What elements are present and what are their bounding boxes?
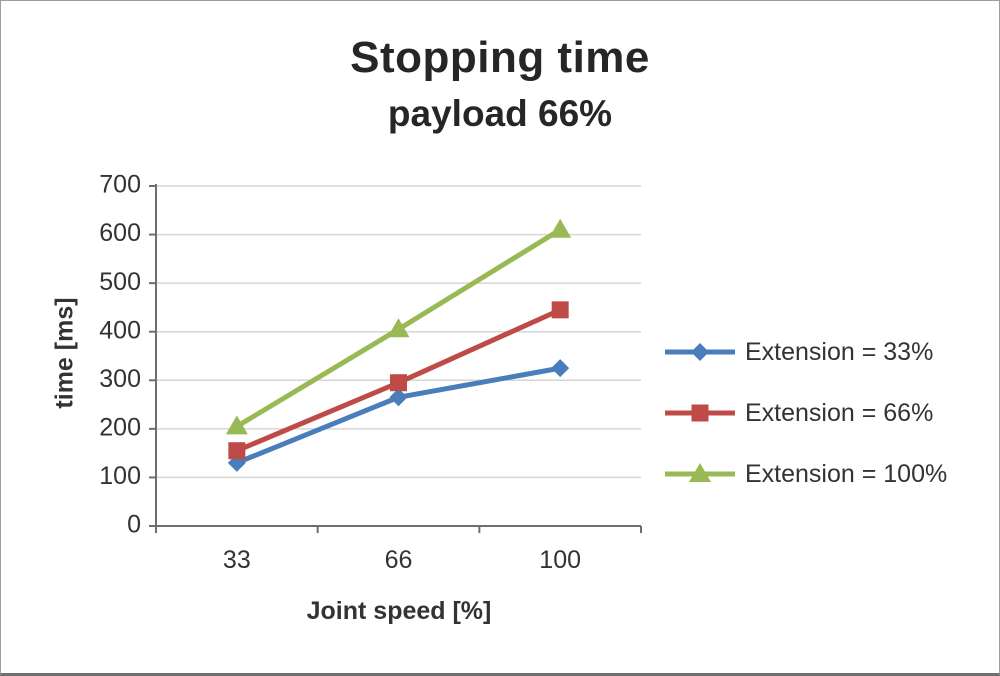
legend: Extension = 33% Extension = 66% Extensio… bbox=[663, 337, 947, 489]
series-marker-square bbox=[390, 374, 407, 392]
x-tick-label: 100 bbox=[539, 546, 581, 574]
series-marker-diamond bbox=[389, 388, 408, 407]
legend-item: Extension = 66% bbox=[663, 398, 947, 428]
legend-marker-triangle-icon bbox=[665, 463, 735, 482]
legend-label: Extension = 66% bbox=[745, 398, 934, 427]
series-marker-triangle bbox=[387, 318, 410, 338]
legend-item: Extension = 100% bbox=[663, 459, 947, 489]
legend-marker bbox=[689, 463, 711, 482]
legend-marker bbox=[691, 404, 709, 422]
series-marker-square bbox=[228, 442, 246, 460]
legend-marker bbox=[691, 343, 709, 361]
x-tick-label: 66 bbox=[385, 546, 413, 574]
y-tick-label: 200 bbox=[99, 413, 141, 441]
y-tick-label: 100 bbox=[99, 462, 141, 490]
series-marker-square bbox=[551, 301, 569, 319]
x-axis-label: Joint speed [%] bbox=[306, 597, 492, 625]
series-marker-triangle bbox=[225, 415, 248, 435]
y-tick-label: 0 bbox=[127, 511, 141, 539]
series-marker-diamond bbox=[551, 359, 570, 378]
y-tick-label: 500 bbox=[99, 268, 141, 296]
chart-title: Stopping time bbox=[350, 33, 650, 82]
y-tick-label: 600 bbox=[99, 219, 141, 247]
x-tick-label: 33 bbox=[223, 546, 251, 574]
y-axis-label: time [ms] bbox=[50, 297, 79, 409]
legend-label: Extension = 100% bbox=[745, 459, 948, 488]
legend-item: Extension = 33% bbox=[663, 337, 947, 367]
series-marker-triangle bbox=[549, 218, 572, 238]
y-tick-label: 700 bbox=[99, 171, 141, 199]
legend-marker-square-icon bbox=[665, 404, 735, 422]
chart-subtitle: payload 66% bbox=[387, 93, 613, 134]
legend-label: Extension = 33% bbox=[745, 337, 934, 366]
legend-marker-diamond-icon bbox=[665, 343, 735, 361]
y-tick-label: 400 bbox=[99, 316, 141, 344]
y-tick-label: 300 bbox=[99, 365, 141, 393]
